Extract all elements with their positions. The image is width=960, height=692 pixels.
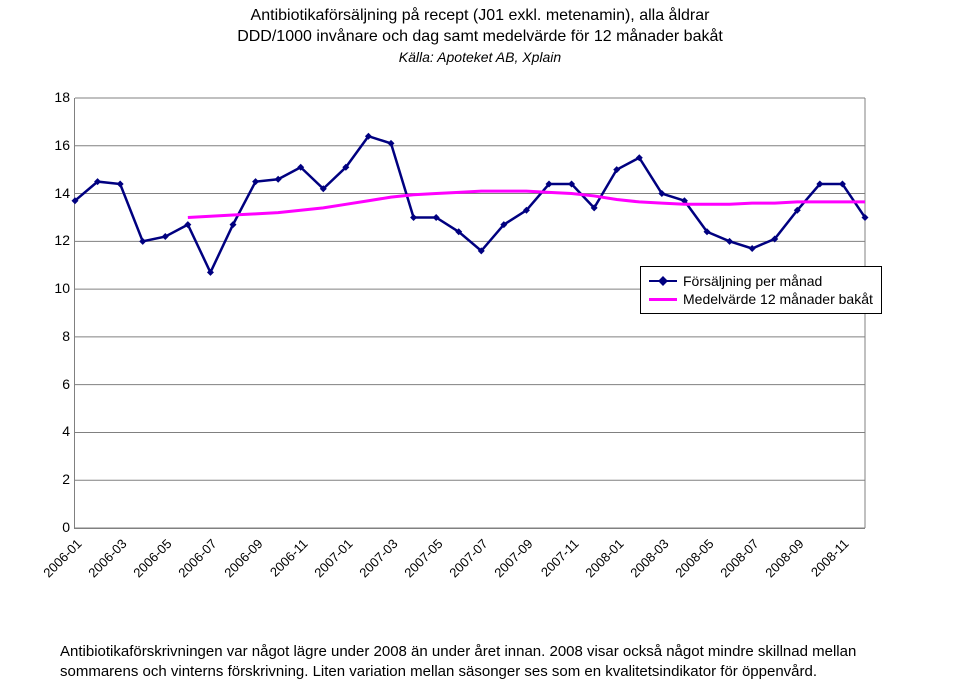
y-tick-label: 10 [50,280,70,296]
y-tick-label: 4 [50,423,70,439]
y-tick-label: 12 [50,232,70,248]
y-tick-label: 2 [50,471,70,487]
title-line2: DDD/1000 invånare och dag samt medelvärd… [237,27,723,48]
chart-caption: Antibiotikaförskrivningen var något lägr… [60,642,930,683]
legend-item: Medelvärde 12 månader bakåt [649,291,873,307]
y-tick-label: 16 [50,137,70,153]
y-tick-label: 14 [50,185,70,201]
y-tick-label: 8 [50,328,70,344]
legend-label: Medelvärde 12 månader bakåt [683,291,873,307]
legend-label: Försäljning per månad [683,273,822,289]
chart-legend: Försäljning per månad Medelvärde 12 måna… [640,266,882,314]
diamond-line-icon [649,280,677,282]
y-tick-label: 0 [50,519,70,535]
legend-item: Försäljning per månad [649,273,873,289]
chart-title: Antibiotikaförsäljning på recept (J01 ex… [237,6,723,66]
title-line1: Antibiotikaförsäljning på recept (J01 ex… [237,6,723,27]
title-source: Källa: Apoteket AB, Xplain [237,48,723,66]
y-tick-label: 18 [50,89,70,105]
y-tick-label: 6 [50,376,70,392]
line-icon [649,298,677,301]
